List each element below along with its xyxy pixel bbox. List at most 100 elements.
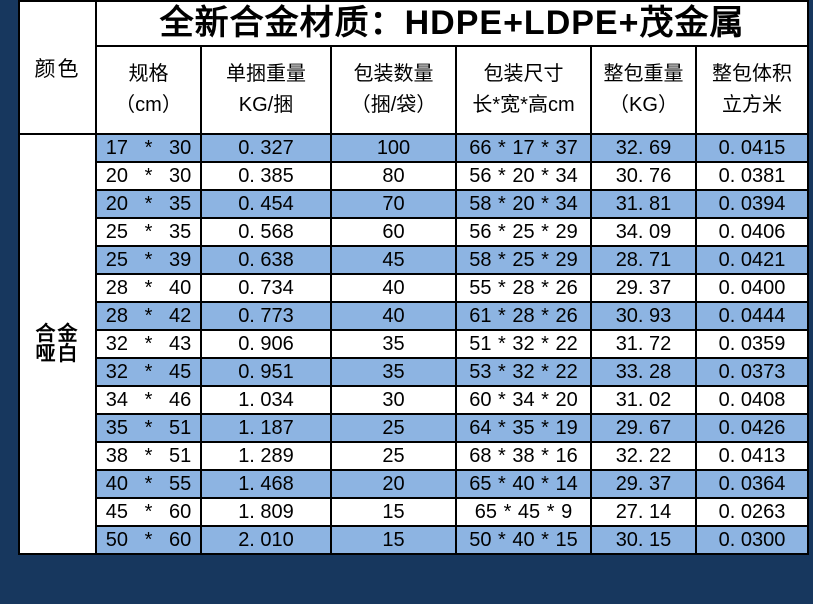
unit-weight-cell: 1. 034 <box>200 385 332 415</box>
pack-weight-cell: 33. 28 <box>590 357 697 387</box>
table-row: 20 * 30 0. 385 80 56 * 20 * 34 30. 76 0. 0381 <box>19 161 810 191</box>
unit-weight-cell: 1. 289 <box>200 441 332 471</box>
pack-size-cell: 58 * 25 * 29 <box>455 245 592 275</box>
qty-cell: 100 <box>330 133 457 163</box>
spec-cell: 20 * 30 <box>95 161 202 191</box>
table-row: 40 * 55 1. 468 20 65 * 40 * 14 29. 37 0. 0364 <box>19 469 810 499</box>
volume-cell: 0. 0364 <box>694 469 810 499</box>
unit-weight-cell: 0. 734 <box>200 273 332 303</box>
volume-cell: 0. 0421 <box>694 245 810 275</box>
qty-cell: 45 <box>330 245 457 275</box>
qty-cell: 80 <box>330 161 457 191</box>
table-row: 32 * 43 0. 906 35 51 * 32 * 22 31. 72 0. 0359 <box>19 329 810 359</box>
column-header-unit-weight: 单捆重量 KG/捆 <box>200 45 332 135</box>
volume-cell: 0. 0400 <box>694 273 810 303</box>
pack-weight-cell: 28. 71 <box>590 245 697 275</box>
spec-cell: 32 * 43 <box>95 329 202 359</box>
color-column-header: 颜色 <box>18 0 97 135</box>
spec-cell: 35 * 51 <box>95 413 202 443</box>
unit-weight-cell: 0. 327 <box>200 133 332 163</box>
qty-cell: 40 <box>330 273 457 303</box>
pack-size-cell: 55 * 28 * 26 <box>455 273 592 303</box>
spec-cell: 25 * 39 <box>95 245 202 275</box>
pack-size-cell: 61 * 28 * 26 <box>455 301 592 331</box>
table-row: 25 * 35 0. 568 60 56 * 25 * 29 34. 09 0. 0406 <box>19 217 810 247</box>
unit-weight-cell: 0. 385 <box>200 161 332 191</box>
pack-size-cell: 65 * 45 * 9 <box>455 497 592 527</box>
spec-cell: 20 * 35 <box>95 189 202 219</box>
spec-cell: 38 * 51 <box>95 441 202 471</box>
unit-weight-cell: 0. 638 <box>200 245 332 275</box>
spec-cell: 34 * 46 <box>95 385 202 415</box>
table-row: 20 * 35 0. 454 70 58 * 20 * 34 31. 81 0. 0394 <box>19 189 810 219</box>
unit-weight-cell: 0. 773 <box>200 301 332 331</box>
product-spec-table: 颜色 全新合金材质：HDPE+LDPE+茂金属 规格 （cm） 单捆重量 KG/… <box>18 0 810 555</box>
qty-cell: 30 <box>330 385 457 415</box>
spec-cell: 40 * 55 <box>95 469 202 499</box>
volume-cell: 0. 0413 <box>694 441 810 471</box>
pack-weight-cell: 30. 76 <box>590 161 697 191</box>
pack-size-cell: 50 * 40 * 15 <box>455 525 592 555</box>
spec-cell: 32 * 45 <box>95 357 202 387</box>
qty-cell: 35 <box>330 329 457 359</box>
volume-cell: 0. 0381 <box>694 161 810 191</box>
pack-weight-cell: 29. 37 <box>590 273 697 303</box>
pack-size-cell: 51 * 32 * 22 <box>455 329 592 359</box>
unit-weight-cell: 1. 468 <box>200 469 332 499</box>
pack-size-cell: 66 * 17 * 37 <box>455 133 592 163</box>
spec-cell: 28 * 42 <box>95 301 202 331</box>
unit-weight-cell: 1. 187 <box>200 413 332 443</box>
column-header-spec: 规格 （cm） <box>95 45 202 135</box>
volume-cell: 0. 0406 <box>694 217 810 247</box>
volume-cell: 0. 0373 <box>694 357 810 387</box>
table-row: 28 * 42 0. 773 40 61 * 28 * 26 30. 93 0. 0444 <box>19 301 810 331</box>
pack-size-cell: 65 * 40 * 14 <box>455 469 592 499</box>
unit-weight-cell: 2. 010 <box>200 525 332 555</box>
table-row: 38 * 51 1. 289 25 68 * 38 * 16 32. 22 0. 0413 <box>19 441 810 471</box>
spec-cell: 25 * 35 <box>95 217 202 247</box>
table-row: 45 * 60 1. 809 15 65 * 45 * 9 27. 14 0. 0263 <box>19 497 810 527</box>
spec-cell: 45 * 60 <box>95 497 202 527</box>
volume-cell: 0. 0444 <box>694 301 810 331</box>
pack-size-cell: 53 * 32 * 22 <box>455 357 592 387</box>
volume-cell: 0. 0300 <box>694 525 810 555</box>
unit-weight-cell: 0. 951 <box>200 357 332 387</box>
unit-weight-cell: 0. 906 <box>200 329 332 359</box>
volume-cell: 0. 0408 <box>694 385 810 415</box>
unit-weight-cell: 1. 809 <box>200 497 332 527</box>
qty-cell: 15 <box>330 497 457 527</box>
table-row: 32 * 45 0. 951 35 53 * 32 * 22 33. 28 0. 0373 <box>19 357 810 387</box>
table-row: 合金 哑白 17 * 30 0. 327 100 66 * 17 * 37 32. 69 0… <box>18 133 810 555</box>
qty-cell: 20 <box>330 469 457 499</box>
volume-cell: 0. 0415 <box>694 133 810 163</box>
table-row: 25 * 39 0. 638 45 58 * 25 * 29 28. 71 0. 0421 <box>19 245 810 275</box>
pack-weight-cell: 31. 72 <box>590 329 697 359</box>
volume-cell: 0. 0426 <box>694 413 810 443</box>
table-row: 50 * 60 2. 010 15 50 * 40 * 15 30. 15 0. 0300 <box>19 525 810 555</box>
pack-weight-cell: 32. 22 <box>590 441 697 471</box>
color-value-cell: 合金 哑白 <box>18 133 97 555</box>
qty-cell: 40 <box>330 301 457 331</box>
column-header-pack-size: 包装尺寸 长*宽*高cm <box>455 45 592 135</box>
table-row: 28 * 40 0. 734 40 55 * 28 * 26 29. 37 0. 0400 <box>19 273 810 303</box>
volume-cell: 0. 0359 <box>694 329 810 359</box>
column-header-qty: 包装数量 （捆/袋） <box>330 45 457 135</box>
pack-weight-cell: 31. 81 <box>590 189 697 219</box>
header-row: 规格 （cm） 单捆重量 KG/捆 包装数量 （捆/袋） 包装尺寸 长*宽*高c… <box>19 45 810 135</box>
spec-cell: 50 * 60 <box>95 525 202 555</box>
title-row: 颜色 全新合金材质：HDPE+LDPE+茂金属 <box>18 0 810 135</box>
pack-weight-cell: 30. 15 <box>590 525 697 555</box>
pack-weight-cell: 30. 93 <box>590 301 697 331</box>
pack-weight-cell: 29. 67 <box>590 413 697 443</box>
column-header-volume: 整包体积 立方米 <box>694 45 810 135</box>
qty-cell: 60 <box>330 217 457 247</box>
pack-weight-cell: 34. 09 <box>590 217 697 247</box>
spec-cell: 28 * 40 <box>95 273 202 303</box>
pack-size-cell: 56 * 20 * 34 <box>455 161 592 191</box>
qty-cell: 70 <box>330 189 457 219</box>
qty-cell: 25 <box>330 413 457 443</box>
pack-size-cell: 60 * 34 * 20 <box>455 385 592 415</box>
pack-size-cell: 58 * 20 * 34 <box>455 189 592 219</box>
table-title: 全新合金材质：HDPE+LDPE+茂金属 <box>94 0 810 47</box>
